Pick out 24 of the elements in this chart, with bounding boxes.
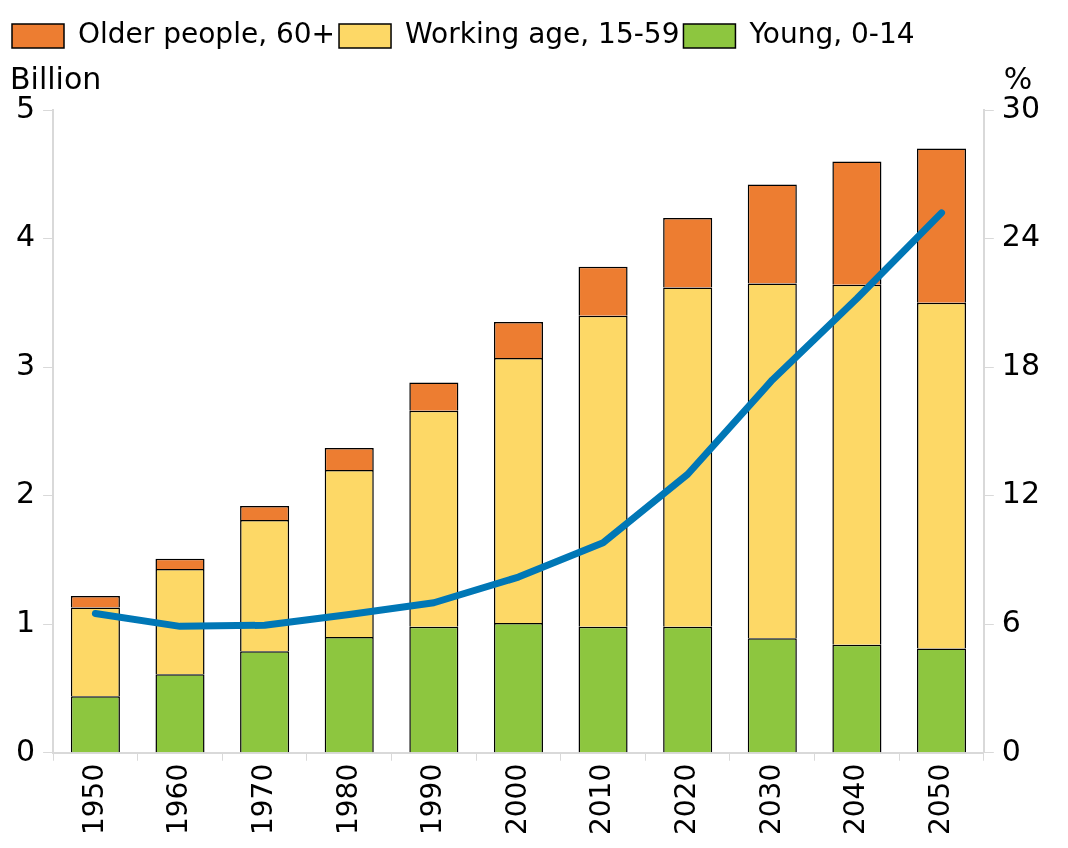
x-tick-label: 1960 [161,763,195,836]
y-tick-label: 0 [15,732,36,768]
x-tick-label: 2030 [753,763,787,836]
y-tick-label: 4 [15,218,36,254]
x-tick-label: 1970 [245,763,279,836]
legend-label: Young, 0-14 [748,17,915,51]
x-tick-label: 1980 [330,763,364,836]
y-tick-label: 2 [15,475,36,511]
x-tick-label: 2010 [584,763,618,836]
x-tick-label: 2000 [499,763,533,836]
x-tick-label: 2040 [838,763,872,836]
legend-label: Older people, 60+ [78,17,336,51]
x-tick-label: 2050 [922,763,956,836]
legend-label: Working age, 15-59 [405,17,680,51]
y2-tick-label: 18 [1001,346,1041,382]
x-tick-label: 2020 [668,763,702,836]
x-tick-label: 1990 [415,763,449,836]
y-tick-label: 1 [15,603,36,639]
y2-tick-label: 24 [1001,218,1041,254]
y-tick-label: 3 [15,346,36,382]
y2-tick-label: 0 [1001,732,1021,768]
x-tick-label: 1950 [76,763,110,836]
y2-tick-label: 12 [1001,475,1041,511]
y2-tick-label: 6 [1001,603,1021,639]
